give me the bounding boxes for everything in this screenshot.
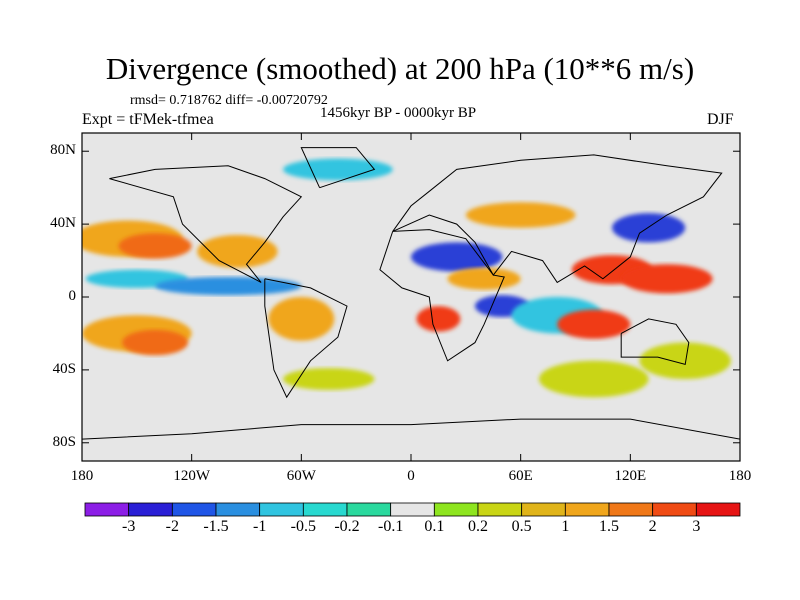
lat-label: 0 bbox=[68, 288, 77, 304]
divergence-anomaly-patch bbox=[122, 329, 189, 356]
colorbar-swatch bbox=[390, 502, 435, 517]
colorbar-label: -1 bbox=[252, 518, 267, 535]
season-label: DJF bbox=[707, 111, 734, 128]
colorbar-swatch bbox=[128, 502, 173, 517]
colorbar-label: -0.5 bbox=[290, 518, 316, 535]
colorbar-label: -0.2 bbox=[334, 518, 360, 535]
colorbar-label: 0.2 bbox=[468, 518, 488, 535]
colorbar-swatch bbox=[695, 502, 741, 517]
coastline bbox=[82, 418, 740, 440]
divergence-anomaly-patch bbox=[268, 297, 335, 341]
period-label: 1456kyr BP - 0000kyr BP bbox=[320, 105, 477, 121]
lon-label: 60E bbox=[508, 468, 533, 484]
plot-background bbox=[82, 133, 740, 461]
coastline bbox=[109, 165, 303, 283]
coastline-layer bbox=[82, 147, 740, 440]
divergence-anomaly-patch bbox=[557, 309, 631, 339]
colorbar-label: 1 bbox=[561, 518, 570, 535]
colorbar-label: 2 bbox=[648, 518, 657, 535]
coastline bbox=[264, 278, 348, 399]
colorbar-label: 0.5 bbox=[511, 518, 532, 535]
divergence-anomaly-patch bbox=[639, 342, 731, 379]
experiment-label: Expt = tFMek-tfmea bbox=[82, 111, 214, 128]
lon-label: 180 bbox=[70, 468, 94, 484]
lat-label: 80N bbox=[50, 142, 76, 159]
colorbar-swatch bbox=[346, 502, 392, 517]
colorbar-swatch bbox=[652, 502, 697, 517]
lat-label: 80S bbox=[52, 433, 76, 450]
colorbar-swatch bbox=[433, 502, 479, 517]
lon-label: 120E bbox=[614, 468, 647, 484]
colorbar-label: 0.1 bbox=[424, 518, 445, 535]
divergence-anomaly-patch bbox=[155, 276, 302, 296]
divergence-anomaly-patch bbox=[118, 233, 192, 259]
divergence-anomaly-patch bbox=[538, 360, 649, 398]
colorbar-label: 3 bbox=[692, 518, 701, 535]
colorbar-swatch bbox=[477, 502, 523, 517]
divergence-anomaly-patch bbox=[447, 267, 521, 290]
colorbar-label: -1.5 bbox=[203, 518, 229, 535]
coastline bbox=[620, 318, 690, 366]
lon-label: 0 bbox=[407, 468, 415, 484]
stats-text: rmsd= 0.718762 diff= -0.00720792 bbox=[130, 93, 328, 108]
lon-label: 180 bbox=[728, 468, 752, 484]
chart-title: Divergence (smoothed) at 200 hPa (10**6 … bbox=[105, 51, 695, 86]
colorbar-swatch bbox=[215, 502, 261, 517]
colorbar-label: 1.5 bbox=[599, 518, 619, 535]
lon-label: 60W bbox=[286, 468, 316, 484]
divergence-anomaly-patch bbox=[197, 235, 278, 268]
colorbar-label: -0.1 bbox=[377, 518, 404, 535]
colorbar-swatch bbox=[608, 502, 654, 517]
colorbar-swatch bbox=[302, 502, 348, 517]
coastline bbox=[300, 147, 376, 189]
divergence-anomaly-patch bbox=[283, 368, 375, 390]
divergence-anomaly-patch bbox=[416, 306, 461, 332]
divergence-anomaly-patch bbox=[283, 158, 393, 181]
colorbar-swatch bbox=[521, 502, 566, 517]
colorbar-label: -2 bbox=[165, 518, 179, 535]
colorbar-label: -3 bbox=[121, 518, 136, 535]
lon-label: 120W bbox=[173, 468, 210, 484]
divergence-anomaly-patch bbox=[612, 213, 686, 243]
lat-label: 40N bbox=[50, 215, 76, 232]
divergence-anomaly-patch bbox=[621, 264, 713, 294]
colorbar-swatch bbox=[259, 502, 304, 517]
coastline bbox=[392, 154, 723, 284]
field-layer bbox=[82, 158, 731, 398]
colorbar-swatch bbox=[171, 502, 217, 517]
colorbar-swatch bbox=[564, 502, 610, 517]
divergence-anomaly-patch bbox=[465, 202, 576, 228]
coastline bbox=[379, 229, 505, 362]
colorbar-swatch bbox=[84, 502, 130, 517]
lat-label: 40S bbox=[52, 360, 76, 377]
